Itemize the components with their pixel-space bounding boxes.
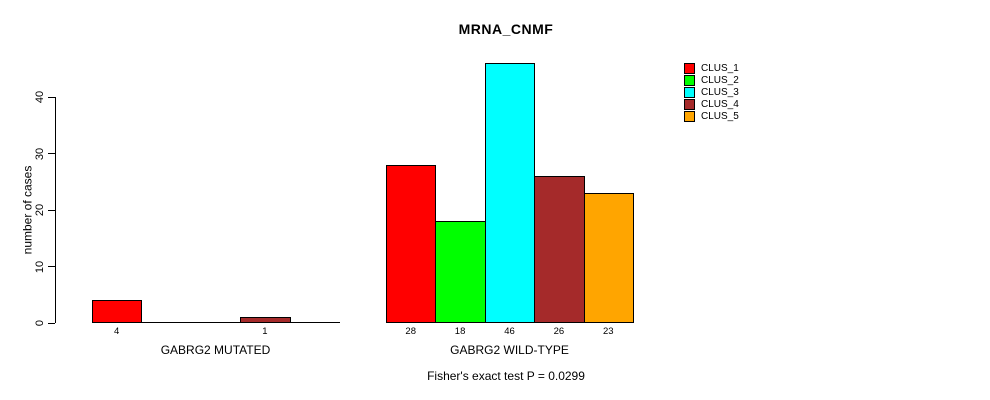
group-baseline: [385, 322, 634, 323]
legend-label: CLUS_1: [701, 62, 739, 74]
y-tick-mark: [48, 322, 55, 324]
legend-item-CLUS_4: CLUS_4: [684, 98, 739, 110]
group-baseline: [91, 322, 340, 323]
y-tick-label: 0: [31, 313, 49, 333]
bar-value-label: 28: [405, 326, 416, 337]
y-tick-mark: [48, 266, 55, 267]
legend-swatch-icon: [684, 86, 695, 98]
bar-CLUS_2: [435, 221, 486, 323]
legend-label: CLUS_3: [701, 86, 739, 98]
legend-label: CLUS_2: [701, 74, 739, 86]
bar-CLUS_3: [484, 63, 536, 323]
legend-item-CLUS_1: CLUS_1: [684, 62, 739, 74]
bar-CLUS_5: [583, 193, 634, 323]
y-tick-label: 40: [31, 87, 49, 107]
y-tick-mark: [48, 96, 55, 98]
y-tick-label-text: 40: [34, 90, 46, 104]
bar-value-label: 18: [454, 326, 466, 337]
bar-CLUS_4: [534, 176, 585, 323]
legend-item-CLUS_2: CLUS_2: [684, 74, 739, 86]
bar-value-label: 23: [603, 326, 614, 337]
bar-value-label: 26: [553, 326, 565, 337]
legend-swatch-icon: [684, 110, 695, 122]
fisher-test-annotation: Fisher's exact test P = 0.0299: [427, 369, 585, 383]
y-tick-label-text: 0: [34, 319, 46, 327]
y-tick-label: 10: [31, 257, 49, 277]
legend-swatch-icon: [684, 98, 695, 110]
y-tick-mark: [48, 209, 55, 211]
y-tick-label: 30: [31, 144, 49, 164]
legend-item-CLUS_5: CLUS_5: [684, 110, 739, 122]
y-tick-mark: [48, 153, 55, 154]
y-tick-label-text: 20: [34, 203, 46, 217]
group-label: GABRG2 MUTATED: [160, 343, 271, 357]
legend-label: CLUS_5: [701, 110, 739, 122]
bar-value-label: 46: [504, 326, 515, 337]
bar-CLUS_1: [386, 164, 437, 323]
group-label: GABRG2 WILD-TYPE: [450, 343, 569, 357]
bar-value-label: 4: [114, 326, 120, 337]
legend-swatch-icon: [684, 62, 695, 74]
legend-item-CLUS_3: CLUS_3: [684, 86, 739, 98]
bar-CLUS_1: [92, 300, 143, 323]
chart-title: MRNA_CNMF: [458, 21, 554, 37]
legend-label: CLUS_4: [701, 98, 739, 110]
y-tick-label-text: 10: [34, 260, 46, 273]
y-axis-line: [55, 97, 56, 323]
y-tick-label-text: 30: [34, 147, 46, 160]
legend: CLUS_1 CLUS_2 CLUS_3 CLUS_4 CLUS_5: [684, 62, 739, 122]
y-tick-label: 20: [31, 200, 49, 220]
legend-swatch-icon: [684, 74, 695, 86]
bar-value-label: 1: [262, 326, 268, 337]
